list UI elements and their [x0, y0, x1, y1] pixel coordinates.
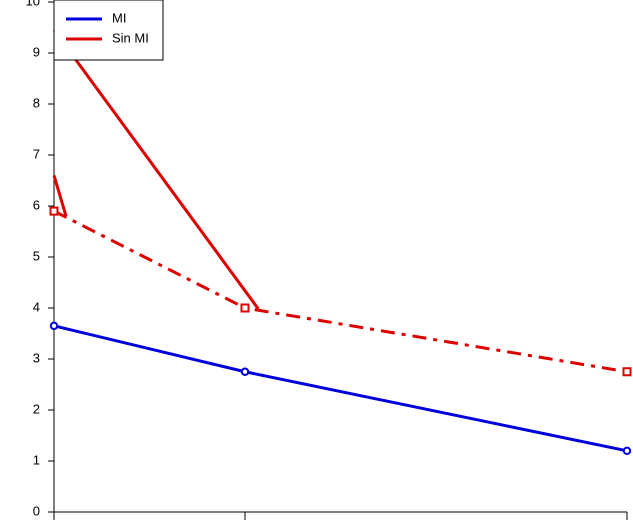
y-tick-label: 6 — [33, 197, 40, 212]
series-line — [52, 174, 68, 217]
y-tick-label: 4 — [33, 299, 40, 314]
y-tick-label: 0 — [33, 503, 40, 518]
series-line — [52, 29, 260, 310]
legend-label: Sin MI — [112, 30, 149, 45]
marker — [49, 206, 59, 216]
legend-box — [53, 0, 164, 61]
marker — [240, 303, 250, 313]
marker — [240, 367, 250, 376]
series-line — [53, 324, 628, 453]
marker — [622, 367, 632, 377]
legend-label: MI — [112, 10, 126, 25]
y-tick-label: 8 — [33, 95, 40, 110]
marker — [622, 446, 632, 455]
y-tick-label: 10 — [26, 0, 40, 8]
y-tick-label: 3 — [33, 350, 40, 365]
y-tick-label: 9 — [33, 44, 40, 59]
y-tick-label: 1 — [33, 452, 40, 467]
y-tick-label: 5 — [33, 248, 40, 263]
y-tick-label: 2 — [33, 401, 40, 416]
marker — [49, 321, 59, 331]
y-tick-label: 7 — [33, 146, 40, 161]
